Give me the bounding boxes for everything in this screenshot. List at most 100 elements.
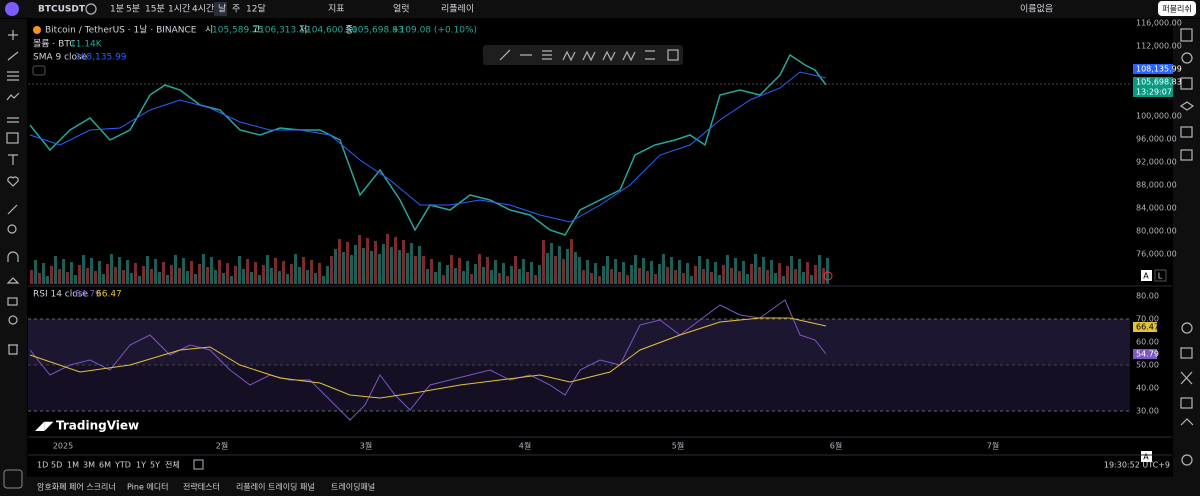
panel-tab[interactable]: Pine 에디터	[127, 483, 169, 492]
interval[interactable]: 15분	[145, 4, 165, 15]
volume-bar	[714, 262, 717, 284]
layout-name[interactable]: 이름없음	[1020, 4, 1053, 15]
high: 106,313.12	[259, 26, 311, 36]
auto-scale-rsi[interactable]	[1141, 451, 1152, 462]
range-button[interactable]: YTD	[114, 461, 131, 470]
volume-bar	[310, 260, 313, 284]
favorites[interactable]	[3, 469, 23, 489]
interval[interactable]: 1시간	[168, 4, 190, 15]
collapse-legend[interactable]	[32, 65, 46, 76]
volume-bar	[142, 266, 145, 284]
auto-scale-label[interactable]: A	[1143, 272, 1149, 281]
volume-bar	[222, 273, 225, 284]
volume-bar	[78, 265, 81, 284]
event-marker[interactable]	[823, 271, 833, 281]
volume-bar	[602, 266, 605, 284]
range-button[interactable]: 5Y	[150, 461, 160, 470]
rsi-label: RSI 14 close	[33, 290, 88, 300]
volume-bar	[554, 256, 557, 284]
volume-bar	[430, 259, 433, 284]
volume-bar	[126, 260, 129, 284]
panel-tab[interactable]: 리플레이 트레이딩 패널	[236, 482, 315, 492]
volume-bar	[562, 259, 565, 284]
volume-bar	[482, 267, 485, 284]
volume-bar	[546, 253, 549, 284]
publish[interactable]: 퍼블리쉬	[1162, 4, 1191, 14]
volume-bar	[306, 270, 309, 284]
panel-tab[interactable]: 트레이딩패널	[331, 482, 375, 492]
floating-toolbar[interactable]	[483, 45, 683, 65]
log-scale[interactable]	[1154, 269, 1167, 282]
range-button[interactable]: 1M	[67, 461, 79, 470]
countdown: 13:29:07	[1136, 88, 1172, 97]
time-tick: 2025	[53, 442, 73, 451]
auto-scale-rsi-label[interactable]: A	[1143, 453, 1149, 462]
volume-bar	[174, 255, 177, 284]
panel-tab[interactable]: 전략테스터	[183, 482, 220, 492]
volume-bar	[414, 256, 417, 284]
avatar[interactable]	[5, 2, 19, 16]
volume-bar	[754, 254, 757, 284]
interval[interactable]: 5분	[126, 4, 140, 15]
log-scale-label[interactable]: L	[1158, 272, 1163, 281]
rsi-band-lower	[28, 365, 1130, 411]
range-button[interactable]: 5D	[51, 461, 62, 470]
rsi-ma: 66.47	[96, 290, 122, 300]
volume-bar	[586, 260, 589, 284]
range-button[interactable]: 1Y	[136, 461, 146, 470]
volume-bar	[250, 272, 253, 284]
volume-bar	[390, 247, 393, 284]
volume-bar	[370, 251, 373, 284]
volume-bar	[106, 264, 109, 284]
right-toolbar	[1173, 19, 1200, 496]
volume-bar	[622, 262, 625, 284]
publish-button[interactable]	[1158, 1, 1196, 16]
volume-bar	[398, 250, 401, 284]
interval[interactable]: 주	[232, 4, 240, 15]
high-label: 고	[252, 26, 260, 36]
volume-bar	[662, 254, 665, 284]
volume-bar	[330, 256, 333, 284]
panel-tab[interactable]: 암호화폐 페어 스크리너	[37, 482, 116, 492]
alert[interactable]: 얼럿	[393, 3, 410, 15]
close-label: 종	[345, 25, 353, 36]
volume-bar	[454, 268, 457, 284]
volume-bar	[530, 262, 533, 284]
volume-bar	[738, 271, 741, 284]
volume-bar	[742, 261, 745, 284]
rsi-value: 54.79	[75, 290, 101, 300]
volume-bar	[186, 271, 189, 284]
open-label: 시	[205, 25, 213, 36]
volume-bar	[710, 272, 713, 284]
interval[interactable]: 날	[218, 4, 226, 15]
range-button[interactable]: 1D	[37, 461, 48, 470]
floating-tools[interactable]	[499, 49, 679, 62]
price-tag	[1133, 77, 1173, 97]
volume: 11.14K	[70, 40, 103, 50]
symbol[interactable]: BTCUSDT	[38, 5, 86, 15]
price-tag-text: 105,698.83	[1136, 78, 1182, 87]
auto-scale[interactable]	[1141, 270, 1152, 281]
range-button[interactable]: 6M	[99, 461, 111, 470]
interval[interactable]: 12달	[246, 3, 266, 15]
replay[interactable]: 리플레이	[441, 4, 474, 15]
interval[interactable]: 4시간	[192, 4, 214, 15]
range-button[interactable]: 전체	[165, 460, 180, 470]
volume-bar	[46, 276, 49, 284]
volume-bar	[730, 268, 733, 284]
volume-bar	[386, 234, 389, 284]
rsi-tick: 70.00	[1136, 315, 1159, 324]
time-tick: 5월	[672, 441, 684, 451]
widget-icons[interactable]	[1179, 28, 1195, 466]
range-button[interactable]: 3M	[83, 461, 95, 470]
add-symbol[interactable]	[85, 3, 97, 15]
volume-bar	[502, 263, 505, 284]
volume-bar	[786, 266, 789, 284]
volume-bar	[394, 237, 397, 284]
indicators[interactable]: 지표	[328, 4, 345, 15]
date-range[interactable]	[193, 459, 204, 470]
volume-bar	[494, 260, 497, 284]
drawing-tools[interactable]	[6, 30, 20, 355]
interval[interactable]: 1분	[110, 4, 124, 15]
price-tick: 116,000.00	[1136, 19, 1182, 28]
